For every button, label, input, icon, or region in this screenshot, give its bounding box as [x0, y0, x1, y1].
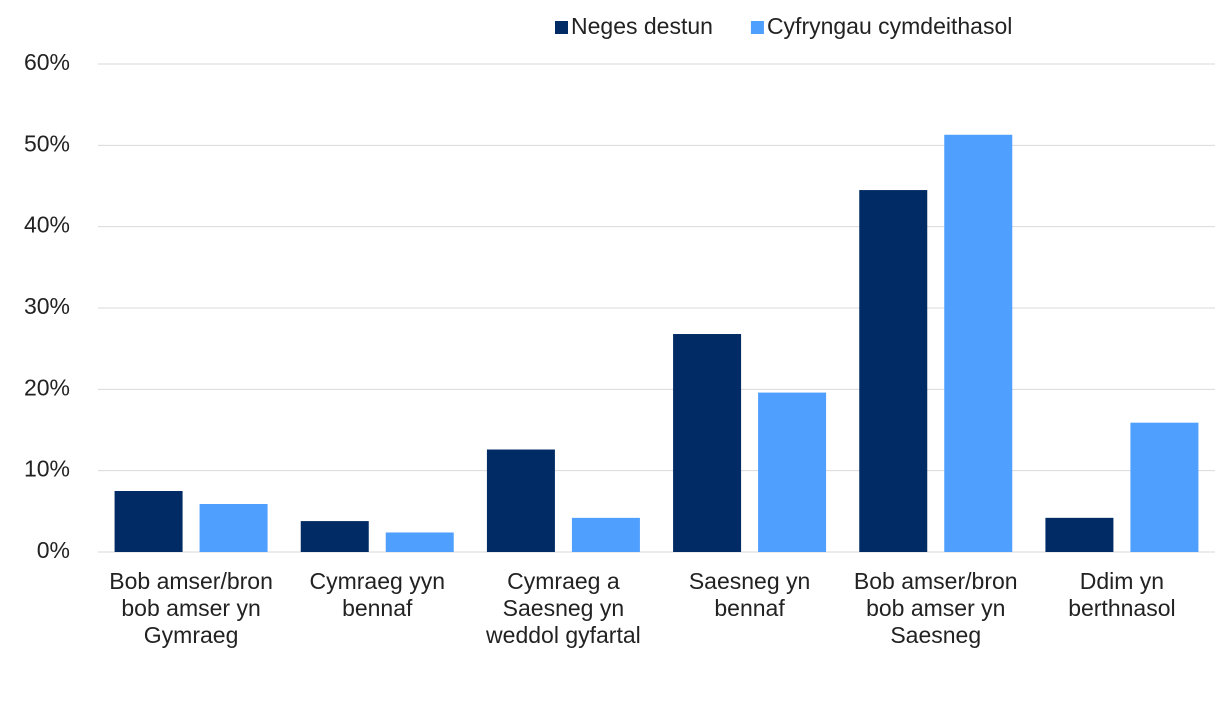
y-tick-label: 40%: [24, 212, 70, 238]
legend-swatch: [750, 21, 764, 34]
y-tick-label: 60%: [24, 49, 70, 75]
y-tick-label: 0%: [37, 537, 70, 563]
x-tick-label: Bob amser/bron bob amser yn Gymraeg: [109, 568, 273, 648]
legend-label: Cyfryngau cymdeithasol: [767, 13, 1012, 39]
x-tick-label: Cymraeg yyn bennaf: [309, 568, 445, 621]
bar: [1130, 422, 1199, 552]
y-tick-label: 50%: [24, 130, 70, 156]
x-tick-label: Ddim yn berthnasol: [1068, 568, 1176, 621]
bar: [758, 392, 827, 552]
y-tick-label: 10%: [24, 456, 70, 482]
bar: [300, 521, 369, 552]
legend-swatch: [555, 21, 568, 34]
bar: [114, 491, 183, 552]
bar: [1045, 517, 1114, 552]
x-tick-label: Cymraeg a Saesneg yn weddol gyfartal: [486, 568, 641, 648]
x-tick-label: Bob amser/bron bob amser yn Saesneg: [853, 568, 1018, 648]
bar: [944, 134, 1013, 552]
bar: [199, 504, 268, 552]
bar: [859, 190, 928, 553]
bar: [673, 334, 742, 552]
bar: [486, 449, 555, 552]
y-tick-label: 30%: [24, 293, 70, 319]
bar: [571, 517, 640, 552]
x-tick-label: Saesneg yn bennaf: [688, 568, 811, 621]
legend-label: Neges destun: [571, 13, 713, 39]
bar: [385, 532, 454, 552]
y-tick-label: 20%: [24, 374, 70, 400]
